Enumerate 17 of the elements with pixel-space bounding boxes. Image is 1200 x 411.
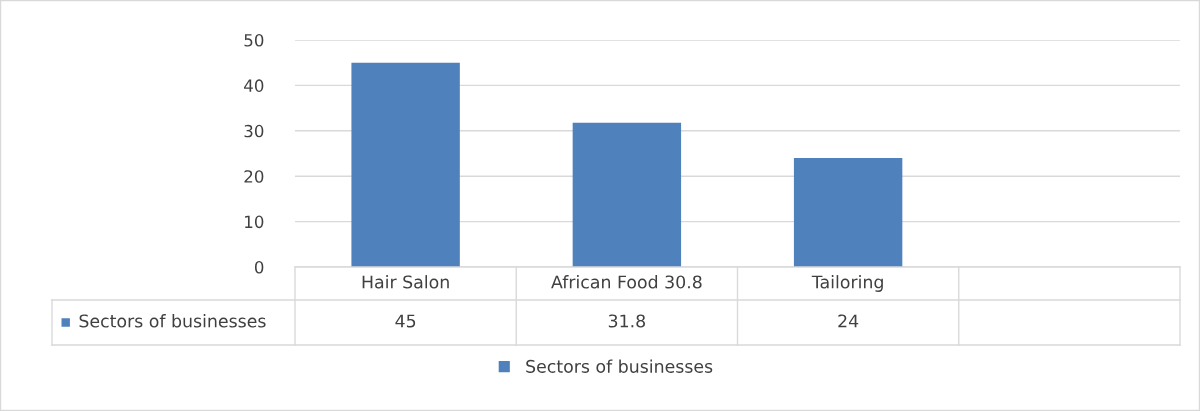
y-tick-label: 30 [244,124,264,138]
y-tick-label: 40 [244,79,264,92]
y-tick-label: 20 [244,170,264,183]
legend-label: Sectors of businesses [526,359,713,373]
y-tick-label: 10 [245,215,264,229]
data-label: 24 [838,314,859,328]
x-tick-label: African Food 30.8 [551,275,702,289]
x-tick-label: Hair Salon [362,275,449,289]
x-tick-label: Tailoring [811,275,883,292]
bar [351,62,460,267]
bar [793,158,903,267]
bar [572,122,682,267]
data-label: 45 [395,314,416,328]
y-tick-label: 50 [244,33,264,47]
y-tick-label: 0 [254,260,264,274]
text: Sectors of businesses [79,314,266,328]
data-label: 31.8 [608,314,646,328]
